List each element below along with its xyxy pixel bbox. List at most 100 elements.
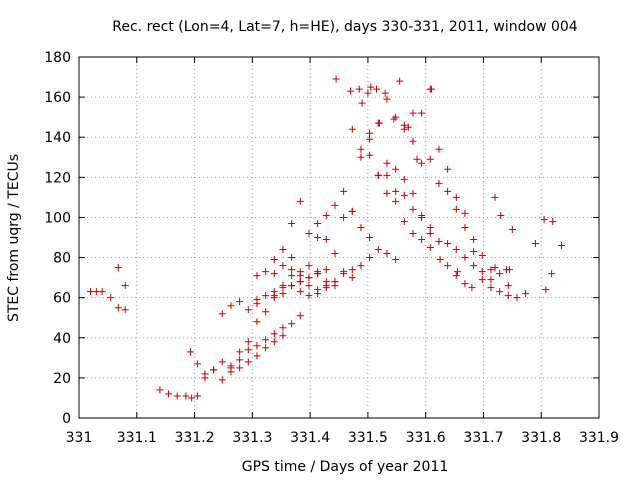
- data-point: [531, 240, 539, 248]
- data-point: [513, 294, 521, 302]
- data-point: [288, 254, 296, 262]
- x-tick-label: 331.9: [579, 430, 619, 446]
- data-point: [201, 370, 209, 378]
- data-point: [435, 145, 443, 153]
- y-tick-label: 20: [53, 371, 71, 387]
- data-point: [279, 324, 287, 332]
- data-point: [355, 85, 363, 93]
- data-point: [452, 272, 460, 280]
- data-point: [331, 278, 339, 286]
- data-point: [187, 348, 195, 356]
- data-point: [270, 256, 278, 264]
- data-point: [340, 213, 348, 221]
- data-point: [542, 286, 550, 294]
- data-point: [418, 109, 426, 117]
- data-point: [383, 171, 391, 179]
- data-point: [314, 219, 322, 227]
- data-point: [548, 270, 556, 278]
- data-point: [210, 366, 218, 374]
- data-point: [305, 282, 313, 290]
- y-tick-label: 160: [44, 90, 71, 106]
- data-point: [366, 151, 374, 159]
- data-point: [340, 270, 348, 278]
- data-point: [383, 95, 391, 103]
- data-point: [107, 294, 115, 302]
- data-point: [452, 193, 460, 201]
- data-point: [367, 83, 375, 91]
- data-point: [322, 236, 330, 244]
- data-point: [193, 360, 201, 368]
- data-point: [288, 320, 296, 328]
- data-point: [348, 125, 356, 133]
- y-tick-label: 100: [44, 210, 71, 226]
- data-point: [279, 246, 287, 254]
- data-point: [314, 270, 322, 278]
- data-point: [288, 266, 296, 274]
- data-point: [288, 272, 296, 280]
- data-point: [540, 215, 548, 223]
- data-point: [557, 242, 565, 250]
- data-point: [347, 87, 355, 95]
- data-point: [348, 266, 356, 274]
- x-tick-label: 331.4: [290, 430, 330, 446]
- x-tick-label: 331.5: [348, 430, 388, 446]
- data-point: [392, 256, 400, 264]
- data-point: [390, 115, 398, 123]
- data-point: [348, 274, 356, 282]
- data-point: [487, 276, 495, 284]
- x-tick-label: 331: [66, 430, 93, 446]
- data-point: [357, 262, 365, 270]
- data-point: [497, 211, 505, 219]
- data-point: [296, 288, 304, 296]
- data-point: [522, 290, 530, 298]
- data-point: [496, 288, 504, 296]
- data-point: [366, 135, 374, 143]
- data-point: [288, 219, 296, 227]
- data-point: [218, 358, 226, 366]
- data-point: [383, 189, 391, 197]
- data-point: [357, 153, 365, 161]
- data-point: [322, 266, 330, 274]
- data-point: [461, 223, 469, 231]
- data-point: [288, 282, 296, 290]
- data-point: [470, 248, 478, 256]
- data-point: [114, 304, 122, 312]
- data-point: [253, 342, 261, 350]
- x-axis-label: GPS time / Days of year 2011: [242, 459, 449, 475]
- data-point: [392, 165, 400, 173]
- data-point: [244, 358, 252, 366]
- data-point: [253, 296, 261, 304]
- data-point: [357, 145, 365, 153]
- data-point: [504, 292, 512, 300]
- data-point: [165, 390, 173, 398]
- data-point: [188, 394, 196, 402]
- data-point: [413, 155, 421, 163]
- data-point: [227, 302, 235, 310]
- x-tick-label: 331.8: [521, 430, 561, 446]
- data-point: [487, 266, 495, 274]
- data-point: [409, 189, 417, 197]
- data-point: [396, 77, 404, 85]
- data-point: [156, 386, 164, 394]
- data-point: [262, 268, 270, 276]
- data-point: [305, 292, 313, 300]
- data-point: [227, 364, 235, 372]
- data-point: [491, 193, 499, 201]
- data-point: [452, 205, 460, 213]
- y-tick-label: 80: [53, 251, 71, 267]
- data-point: [121, 282, 129, 290]
- data-point: [435, 238, 443, 246]
- data-point: [444, 240, 452, 248]
- y-tick-label: 140: [44, 130, 71, 146]
- data-point: [468, 284, 476, 292]
- data-point: [444, 187, 452, 195]
- data-point: [357, 223, 365, 231]
- data-point: [262, 292, 270, 300]
- data-point: [173, 392, 181, 400]
- data-point: [426, 223, 434, 231]
- data-point: [426, 244, 434, 252]
- data-points: [87, 75, 565, 402]
- data-point: [508, 225, 516, 233]
